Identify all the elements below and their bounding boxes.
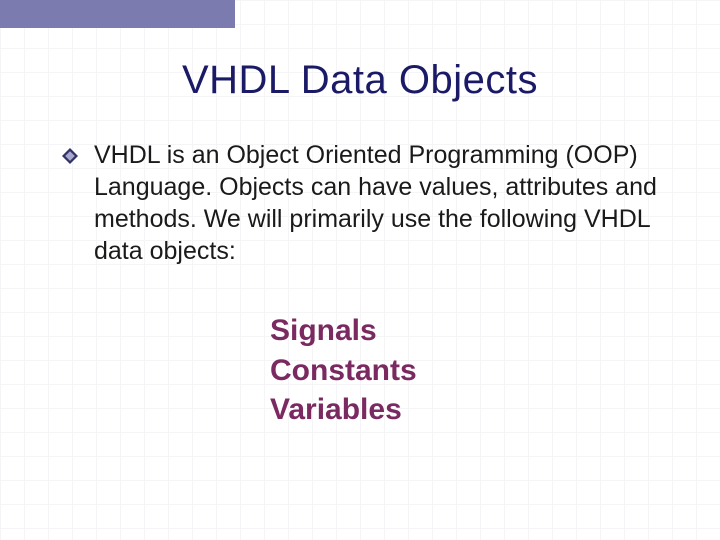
diamond-bullet-icon [62,148,78,169]
bullet-item: VHDL is an Object Oriented Programming (… [60,139,660,267]
object-item: Constants [270,351,660,391]
slide-title: VHDL Data Objects [60,58,660,103]
data-objects-list: Signals Constants Variables [270,311,660,430]
bullet-text: VHDL is an Object Oriented Programming (… [94,139,660,267]
top-accent-bar [0,0,235,28]
object-item: Signals [270,311,660,351]
object-item: Variables [270,390,660,430]
slide-content: VHDL Data Objects VHDL is an Object Orie… [0,0,720,540]
